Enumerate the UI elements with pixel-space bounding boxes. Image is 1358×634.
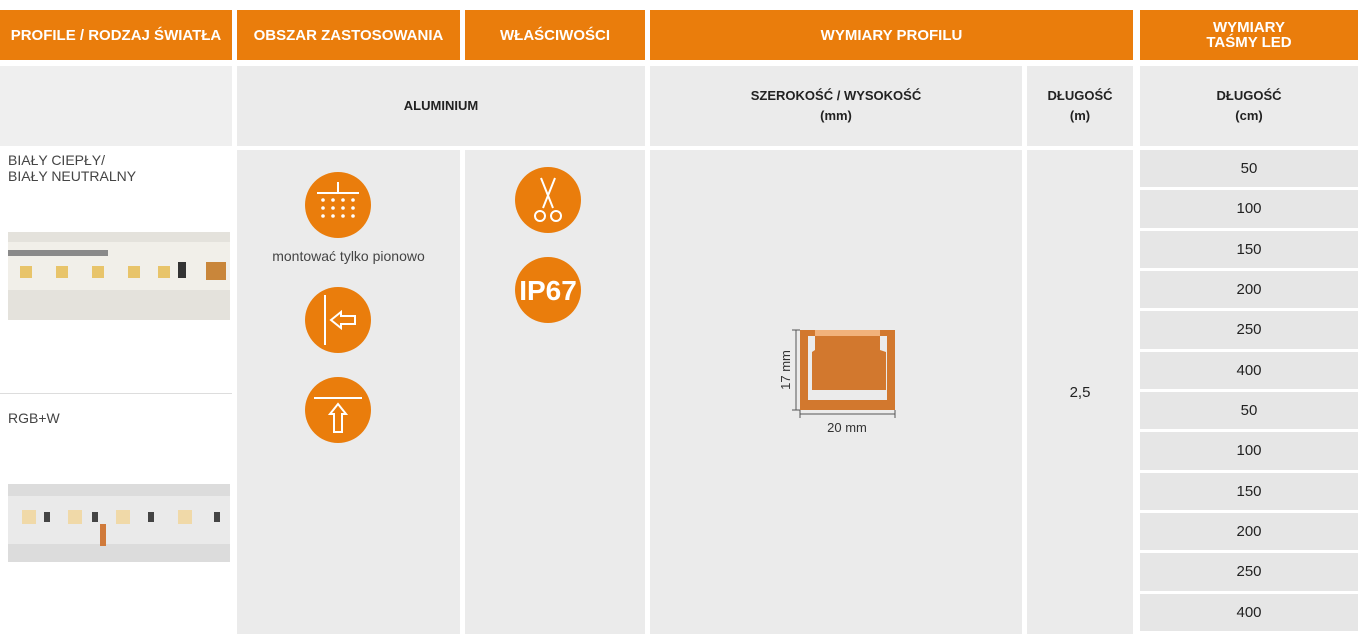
tape-length: 150 [1140, 230, 1358, 268]
subheader-label: SZEROKOŚĆ / WYSOKOŚĆ [750, 88, 922, 103]
tape-length: 50 [1140, 150, 1358, 188]
tape-length: 100 [1140, 190, 1358, 228]
header-cell: OBSZAR ZASTOSOWANIA [237, 10, 460, 60]
height-label: 17 mm [778, 350, 793, 390]
subheader-cell: ALUMINIUM [237, 66, 645, 146]
header-cell: WŁAŚCIWOŚCI [465, 10, 645, 60]
led-strip-image [8, 232, 230, 320]
tape-length: 100 [1140, 432, 1358, 470]
length-cell: 2,5 [1027, 150, 1133, 634]
light-label: RGB+W [8, 410, 60, 426]
profile-cell [650, 150, 1022, 634]
width-label: 20 mm [827, 420, 867, 435]
header-cell: WYMIARY TAŚMY LED [1140, 10, 1358, 60]
subheader-cell: DŁUGOŚĆ (m) [1027, 66, 1133, 146]
subheader-empty [0, 66, 232, 146]
subheader-unit: (cm) [1235, 108, 1263, 123]
subheader-unit: (m) [1069, 108, 1091, 123]
subheader-unit: (mm) [820, 108, 852, 123]
subheader-label: ALUMINIUM [403, 98, 479, 113]
ip-badge: IP67 [519, 275, 577, 306]
header-cell: PROFILE / RODZAJ ŚWIATŁA [0, 10, 232, 60]
subheader-cell: DŁUGOŚĆ (cm) [1140, 66, 1358, 146]
property-icons: IP67 [515, 167, 581, 323]
tape-length: 200 [1140, 513, 1358, 551]
subheader-cell: SZEROKOŚĆ / WYSOKOŚĆ (mm) [650, 66, 1022, 146]
tape-length: 250 [1140, 553, 1358, 591]
led-strip-image [8, 484, 230, 562]
light-label: BIAŁY CIEPŁY/ BIAŁY NEUTRALNY [8, 152, 137, 184]
divider [0, 393, 232, 394]
subheader-label: DŁUGOŚĆ [1047, 88, 1113, 103]
tape-length: 50 [1140, 392, 1358, 430]
application-note: montować tylko pionowo [272, 248, 425, 264]
tape-length: 250 [1140, 311, 1358, 349]
tape-length: 400 [1140, 351, 1358, 389]
profile-length: 2,5 [1069, 383, 1091, 401]
tape-length: 400 [1140, 593, 1358, 631]
tape-length: 200 [1140, 271, 1358, 309]
application-icons [305, 172, 371, 443]
profile-drawing: 17 mm 20 mm [778, 329, 896, 435]
subheader-label: DŁUGOŚĆ [1216, 88, 1282, 103]
header-cell: WYMIARY PROFILU [650, 10, 1133, 60]
tape-length: 150 [1140, 472, 1358, 510]
